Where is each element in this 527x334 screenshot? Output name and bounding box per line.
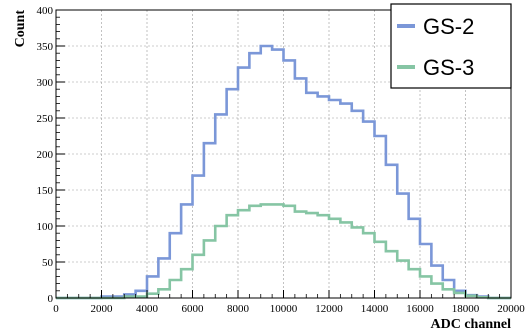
axis-ticks	[55, 9, 512, 299]
series-group	[56, 44, 511, 300]
legend-label-gs-3: GS-3	[423, 55, 474, 80]
x-axis-title: ADC channel	[430, 317, 511, 332]
y-tick-label: 200	[37, 149, 54, 161]
x-tick-labels: 0 2000 4000 6000 8000 10000 12000 14000 16000 180…	[53, 303, 525, 315]
x-tick-label: 8000	[227, 303, 250, 315]
x-tick-label: 14000	[361, 303, 389, 315]
y-tick-label: 150	[37, 185, 54, 197]
y-tick-label: 400	[37, 5, 54, 17]
legend: GS-2 GS-3	[390, 3, 512, 89]
y-tick-label: 350	[37, 41, 54, 53]
x-tick-label: 18000	[452, 303, 480, 315]
y-tick-label: 50	[42, 257, 54, 269]
x-tick-label: 16000	[406, 303, 434, 315]
x-tick-label: 10000	[270, 303, 298, 315]
x-tick-label: 20000	[497, 303, 525, 315]
x-tick-label: 4000	[136, 303, 159, 315]
series-line-gs-2	[56, 44, 511, 300]
x-tick-label: 0	[53, 303, 59, 315]
y-tick-label: 300	[37, 77, 54, 89]
series-line-gs-3	[56, 203, 511, 300]
y-tick-label: 0	[48, 293, 54, 305]
x-tick-label: 12000	[315, 303, 343, 315]
x-tick-label: 6000	[182, 303, 205, 315]
legend-label-gs-2: GS-2	[423, 14, 474, 39]
y-axis-title: Count	[13, 10, 28, 48]
y-tick-label: 100	[37, 221, 54, 233]
legend-box	[390, 3, 512, 89]
y-tick-labels: 0 50 100 150 200 250 300 350 400	[37, 5, 54, 305]
x-tick-label: 2000	[91, 303, 114, 315]
y-tick-label: 250	[37, 113, 54, 125]
